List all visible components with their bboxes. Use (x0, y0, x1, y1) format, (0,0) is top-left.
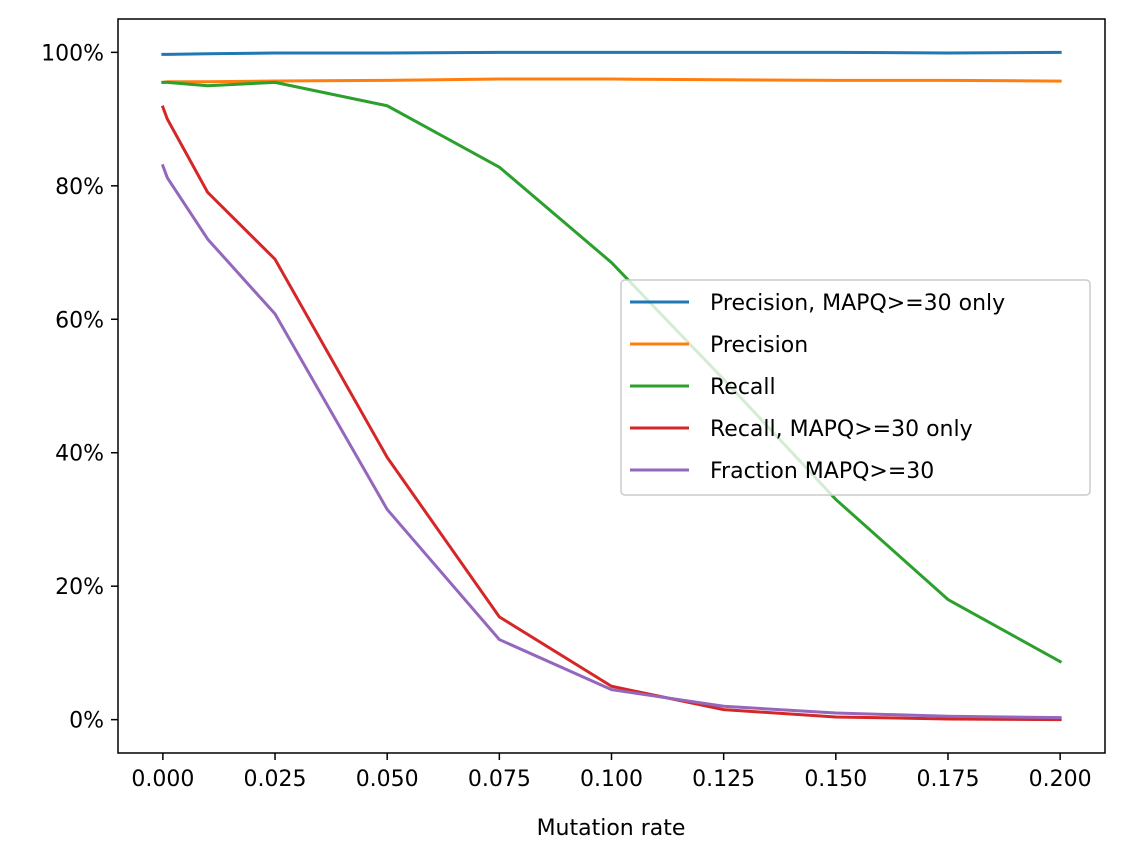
x-axis: 0.000 0.025 0.050 0.075 0.100 0.125 0.150 0.175… (131, 753, 1092, 792)
x-tick-label: 0.050 (356, 767, 419, 792)
x-tick-label: 0.025 (244, 767, 307, 792)
legend-box (620, 279, 1091, 496)
legend-label-3: Recall, MAPQ>=30 only (710, 417, 973, 442)
x-tick-label: 0.100 (580, 767, 643, 792)
x-tick-label: 0.150 (804, 767, 867, 792)
legend-label-0: Precision, MAPQ>=30 only (710, 291, 1005, 316)
series-line-4 (160, 163, 1062, 720)
y-tick-label: 60% (55, 308, 104, 333)
series-line-0 (161, 50, 1062, 56)
y-tick-label: 0% (69, 709, 104, 734)
x-tick-label: 0.075 (468, 767, 531, 792)
x-tick-label: 0.125 (692, 767, 755, 792)
y-tick-label: 100% (41, 41, 104, 66)
x-tick-label: 0.200 (1029, 767, 1092, 792)
x-tick-label: 0.175 (916, 767, 979, 792)
y-tick-label: 80% (55, 175, 104, 200)
series-line-3 (160, 105, 1062, 722)
series-line-1 (161, 77, 1062, 85)
x-axis-label: Mutation rate (537, 816, 686, 841)
x-tick-label: 0.000 (131, 767, 194, 792)
series-line-2 (161, 80, 1063, 664)
y-axis: 0% 20% 40% 60% 80% 100% (41, 41, 118, 734)
legend-label-4: Fraction MAPQ>=30 (710, 459, 934, 484)
y-tick-label: 20% (55, 575, 104, 600)
legend-label-2: Recall (710, 375, 776, 400)
series-lines (160, 50, 1063, 722)
legend-label-1: Precision (710, 333, 808, 358)
legend: Precision, MAPQ>=30 only Precision Recall R… (620, 279, 1091, 496)
y-tick-label: 40% (55, 442, 104, 467)
